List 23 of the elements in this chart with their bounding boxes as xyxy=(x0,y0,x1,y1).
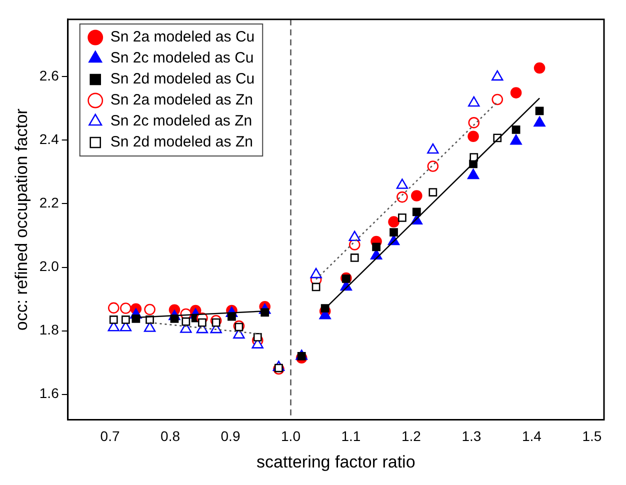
y-tick-label: 2.4 xyxy=(39,131,60,148)
y-tick-label: 2.0 xyxy=(39,258,60,274)
y-tick-label: 1.8 xyxy=(39,322,60,338)
x-tick-label: 1.0 xyxy=(281,428,301,444)
x-tick-label: 1.1 xyxy=(341,428,361,444)
x-tick-label: 1.2 xyxy=(401,428,422,444)
x-tick-label: 0.8 xyxy=(160,428,180,444)
y-tick-label: 1.6 xyxy=(39,385,60,402)
y-tick-label: 2.2 xyxy=(39,194,60,211)
x-tick-label: 1.4 xyxy=(522,428,542,444)
x-axis-title: scattering factor ratio xyxy=(256,452,416,472)
x-tick-label: 1.3 xyxy=(462,428,482,444)
x-tick-label: 0.7 xyxy=(100,428,120,444)
legend-label: Sn 2c modeled as Zn xyxy=(110,112,252,130)
legend-label: Sn 2a modeled as Zn xyxy=(110,92,253,109)
legend-label: Sn 2c modeled as Cu xyxy=(110,50,254,67)
y-tick-label: 2.6 xyxy=(39,67,60,84)
x-tick-label: 0.9 xyxy=(220,428,240,444)
legend-label: Sn 2d modeled as Zn xyxy=(110,134,253,151)
y-axis-title: occ: refined occupation factor xyxy=(12,108,31,331)
x-tick-label: 1.5 xyxy=(582,428,602,444)
legend-label: Sn 2a modeled as Cu xyxy=(110,28,255,46)
legend-label: Sn 2d modeled as Cu xyxy=(110,70,255,88)
